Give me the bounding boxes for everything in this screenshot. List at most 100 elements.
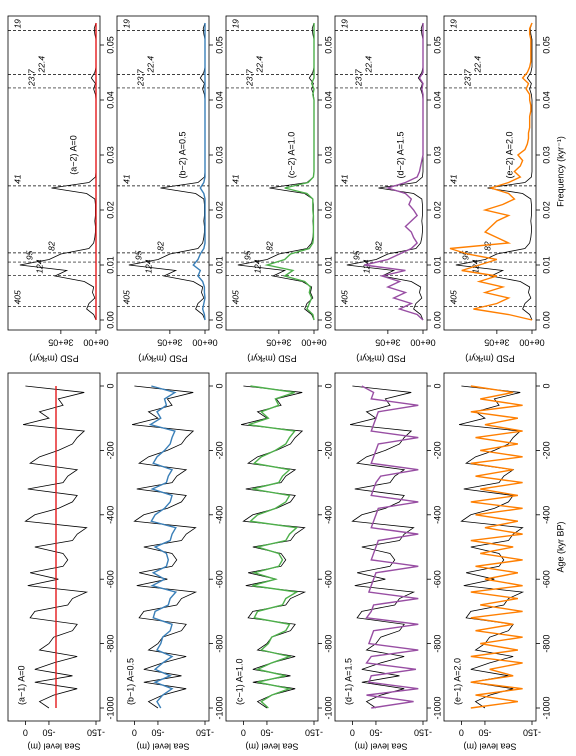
x-tick-label: 0.00 <box>541 311 551 329</box>
y-tick-label: 0e+00 <box>410 338 435 348</box>
x-tick-label: 0.05 <box>541 36 551 54</box>
panel-title: (c−2) A=1.0 <box>286 132 296 179</box>
x-tick-label: -400 <box>105 506 115 524</box>
x-tick-label: 0.01 <box>432 256 442 274</box>
rotated-figure: -1000 -800 -600 -400 -200 0 0 -50 -150 Sea level … <box>7 15 565 752</box>
period-label: 405 <box>448 290 458 304</box>
x-tick-label: -600 <box>323 570 333 588</box>
x-tick-label: 0.05 <box>214 36 224 54</box>
y-tick-label: 0e+00 <box>83 338 108 348</box>
model-line <box>248 385 299 709</box>
period-label: 124 <box>252 259 262 273</box>
period-label: 405 <box>121 290 131 304</box>
x-tick-label: -200 <box>323 441 333 459</box>
y-tick-label: 0 <box>23 728 28 738</box>
y-axis-label: Sea level (m) <box>136 742 189 752</box>
x-tick-label: -600 <box>214 570 224 588</box>
period-label: 405 <box>230 290 240 304</box>
panel-title: (b−1) A=0.5 <box>125 658 135 705</box>
panel-frame <box>116 372 210 722</box>
x-tick-label: -800 <box>541 635 551 653</box>
period-label: 82 <box>46 241 56 251</box>
period-label: 41 <box>339 174 349 184</box>
x-tick-label: 0.04 <box>214 91 224 109</box>
period-label: 23.7 <box>462 69 472 87</box>
y-tick-label: 3e+05 <box>48 338 73 348</box>
x-tick-label: 0.02 <box>541 201 551 219</box>
period-label: 82 <box>264 241 274 251</box>
period-label: 95 <box>460 250 470 260</box>
x-tick-label: -400 <box>541 506 551 524</box>
x-tick-label: -600 <box>541 570 551 588</box>
x-tick-label: -800 <box>214 635 224 653</box>
x-axis-label: Age (kyr BP) <box>555 521 565 572</box>
x-tick-label: 0.05 <box>323 36 333 54</box>
panel-title: (d−1) A=1.5 <box>343 658 353 705</box>
period-label: 41 <box>230 174 240 184</box>
y-tick-label: -150 <box>305 728 323 738</box>
x-tick-label: 0 <box>432 383 442 388</box>
x-tick-label: 0.05 <box>432 36 442 54</box>
period-label: 22.4 <box>36 56 46 74</box>
period-label: 41 <box>121 174 131 184</box>
y-axis-label: Sea level (m) <box>463 742 516 752</box>
model-line <box>148 385 178 709</box>
x-tick-label: -800 <box>432 635 442 653</box>
x-tick-label: 0.04 <box>323 91 333 109</box>
x-tick-label: 0.02 <box>214 201 224 219</box>
period-label: 82 <box>155 241 165 251</box>
period-label: 23.7 <box>135 69 145 87</box>
x-tick-label: -800 <box>323 635 333 653</box>
observed-line <box>349 385 416 709</box>
y-tick-label: -50 <box>42 728 55 738</box>
x-tick-label: -400 <box>432 506 442 524</box>
x-tick-label: -600 <box>432 570 442 588</box>
y-tick-label: -150 <box>414 728 432 738</box>
x-tick-label: -200 <box>541 441 551 459</box>
y-axis-label: Sea level (m) <box>245 742 298 752</box>
y-tick-label: -150 <box>196 728 214 738</box>
x-tick-label: 0 <box>541 383 551 388</box>
panel-frame <box>116 15 210 331</box>
x-tick-label: 0.01 <box>541 256 551 274</box>
model-line <box>361 385 419 709</box>
x-tick-label: -1000 <box>432 696 442 719</box>
panel-frame <box>225 372 319 722</box>
period-label: 19 <box>339 19 349 29</box>
observed-line <box>458 385 525 709</box>
x-tick-label: 0 <box>214 383 224 388</box>
panel-frame <box>7 372 101 722</box>
x-tick-label: 0.03 <box>541 146 551 164</box>
x-tick-label: 0.05 <box>105 36 115 54</box>
period-label: 22.4 <box>363 56 373 74</box>
y-tick-label: 3e+05 <box>375 338 400 348</box>
observed-line <box>240 385 307 709</box>
x-tick-label: -1000 <box>214 696 224 719</box>
panel-title: (a−1) A=0 <box>16 665 26 705</box>
panel-frame <box>334 15 428 331</box>
panel-frame <box>443 15 537 331</box>
x-tick-label: -1000 <box>105 696 115 719</box>
x-tick-label: -600 <box>105 570 115 588</box>
x-tick-label: 0.03 <box>214 146 224 164</box>
panel-title: (c−1) A=1.0 <box>234 658 244 705</box>
panel-frame <box>443 372 537 722</box>
x-tick-label: 0.00 <box>214 311 224 329</box>
y-tick-label: -50 <box>369 728 382 738</box>
model-line <box>264 23 315 321</box>
panel-frame <box>7 15 101 331</box>
x-tick-label: -200 <box>214 441 224 459</box>
y-tick-label: -50 <box>478 728 491 738</box>
period-label: 41 <box>448 174 458 184</box>
x-tick-label: 0.03 <box>432 146 442 164</box>
panel-title: (a−2) A=0 <box>68 135 78 175</box>
y-tick-label: 3e+05 <box>157 338 182 348</box>
y-axis-label: PSD (m²kyr) <box>247 354 297 364</box>
y-axis-label: Sea level (m) <box>354 742 407 752</box>
x-tick-label: 0.01 <box>214 256 224 274</box>
panel-frame <box>225 15 319 331</box>
observed-line <box>131 385 198 709</box>
period-label: 95 <box>24 250 34 260</box>
x-tick-label: -800 <box>105 635 115 653</box>
